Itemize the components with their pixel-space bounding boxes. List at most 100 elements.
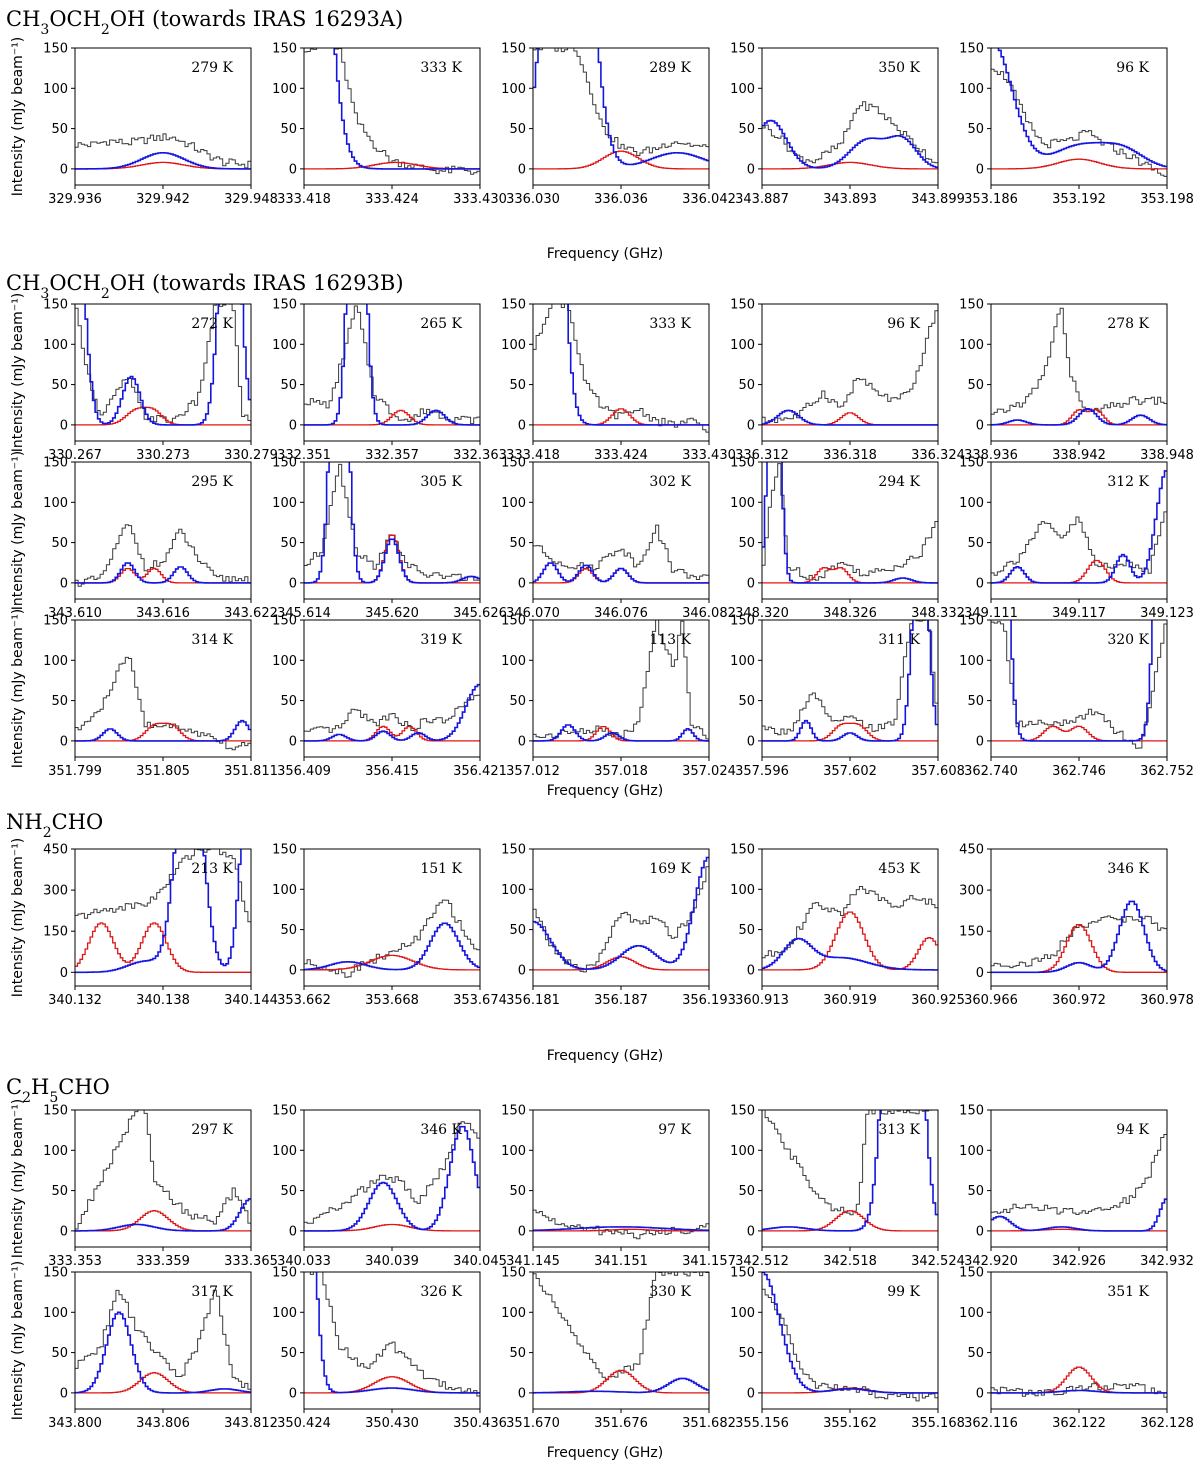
x-tick-label: 350.436 <box>453 1416 507 1431</box>
section-title-3: C2H5CHO <box>6 1075 110 1106</box>
model-red-12 <box>304 534 480 584</box>
y-tick-label: 50 <box>738 536 755 551</box>
y-tick-label: 100 <box>272 654 297 669</box>
temperature-label: 97 K <box>658 1122 691 1138</box>
y-tick-label: 100 <box>43 496 68 511</box>
x-axis-label: Frequency (GHz) <box>547 246 663 262</box>
x-tick-label: 357.012 <box>506 764 560 779</box>
y-tick-label: 150 <box>272 298 297 313</box>
y-axis-label: Intensity (mJy beam⁻¹) <box>10 609 26 769</box>
y-tick-label: 0 <box>289 963 297 978</box>
x-tick-label: 329.948 <box>224 192 278 207</box>
y-tick-label: 0 <box>60 1386 68 1401</box>
y-tick-label: 100 <box>501 883 526 898</box>
model-red-4 <box>762 161 938 170</box>
y-tick-label: 50 <box>51 378 68 393</box>
y-tick-label: 0 <box>60 1224 68 1239</box>
x-axis-label: Frequency (GHz) <box>547 1048 663 1064</box>
observed-spectrum-27 <box>304 1121 480 1224</box>
x-tick-label: 341.157 <box>682 1254 736 1269</box>
y-tick-label: 50 <box>51 1346 68 1361</box>
y-tick-label: 150 <box>501 1104 526 1119</box>
temperature-label: 351 K <box>1107 1284 1149 1300</box>
x-tick-label: 342.920 <box>964 1254 1018 1269</box>
y-tick-label: 0 <box>289 1386 297 1401</box>
x-tick-label: 351.811 <box>224 764 278 779</box>
model-red-28 <box>533 1228 709 1232</box>
temperature-label: 314 K <box>191 632 233 648</box>
x-tick-label: 346.076 <box>594 606 648 621</box>
x-tick-label: 340.039 <box>365 1254 419 1269</box>
x-tick-label: 342.932 <box>1140 1254 1194 1269</box>
x-tick-label: 336.324 <box>911 448 965 463</box>
y-tick-label: 100 <box>272 338 297 353</box>
y-tick-label: 150 <box>272 456 297 471</box>
model-blue-14 <box>762 462 938 584</box>
y-tick-label: 0 <box>976 1386 984 1401</box>
x-tick-label: 362.746 <box>1052 764 1106 779</box>
x-tick-label: 349.123 <box>1140 606 1194 621</box>
spectrum-panel-12: 0 50 100 150 345.614 345.620 345.626 305 K <box>272 456 507 622</box>
y-tick-label: 50 <box>967 1346 984 1361</box>
x-tick-label: 343.616 <box>136 606 190 621</box>
y-tick-label: 0 <box>518 963 526 978</box>
y-tick-label: 100 <box>959 338 984 353</box>
y-tick-label: 50 <box>51 536 68 551</box>
y-tick-label: 50 <box>51 1184 68 1199</box>
x-tick-label: 336.030 <box>506 192 560 207</box>
spectrum-panel-29: 0 50 100 150 342.512 342.518 342.524 313 K <box>730 1104 965 1270</box>
temperature-label: 350 K <box>878 60 920 76</box>
section-title-0: CH3OCH2OH (towards IRAS 16293A) <box>6 7 403 38</box>
model-red-3 <box>533 150 709 170</box>
temperature-label: 279 K <box>191 60 233 76</box>
model-blue-4 <box>762 119 938 169</box>
y-tick-label: 150 <box>501 456 526 471</box>
y-tick-label: 100 <box>501 1306 526 1321</box>
model-red-21 <box>75 922 251 973</box>
section-title-2: NH2CHO <box>6 810 103 841</box>
y-tick-label: 100 <box>730 82 755 97</box>
y-tick-label: 100 <box>501 82 526 97</box>
x-tick-label: 333.430 <box>453 192 507 207</box>
x-tick-label: 362.116 <box>964 1416 1018 1431</box>
x-tick-label: 341.145 <box>506 1254 560 1269</box>
x-tick-label: 348.326 <box>823 606 877 621</box>
y-tick-label: 0 <box>60 966 68 981</box>
y-tick-label: 100 <box>501 496 526 511</box>
x-tick-label: 362.740 <box>964 764 1018 779</box>
model-blue-30 <box>991 1198 1167 1232</box>
spectrum-panel-25: 0 150 300 450 360.966 360.972 360.978 346 K <box>959 843 1194 1009</box>
y-tick-label: 150 <box>501 42 526 57</box>
spectrum-panel-32: 0 50 100 150 350.424 350.430 350.436 326 K <box>272 1266 507 1432</box>
x-tick-label: 355.162 <box>823 1416 877 1431</box>
spectrum-panel-30: 0 50 100 150 342.920 342.926 342.932 94 K <box>959 1104 1194 1270</box>
spectrum-panel-2: 0 50 100 150 333.418 333.424 333.430 333 K <box>272 42 507 208</box>
y-tick-label: 150 <box>959 456 984 471</box>
y-tick-label: 0 <box>289 1224 297 1239</box>
y-tick-label: 50 <box>280 923 297 938</box>
x-tick-label: 342.524 <box>911 1254 965 1269</box>
temperature-label: 346 K <box>420 1122 462 1138</box>
y-axis-label: Intensity (mJy beam⁻¹) <box>10 451 26 611</box>
x-tick-label: 343.899 <box>911 192 965 207</box>
model-red-29 <box>762 1210 938 1232</box>
x-tick-label: 353.662 <box>277 993 331 1008</box>
model-blue-6 <box>84 304 251 426</box>
section-title-1: CH3OCH2OH (towards IRAS 16293B) <box>6 271 404 302</box>
model-blue-12 <box>304 462 480 584</box>
temperature-label: 289 K <box>649 60 691 76</box>
y-tick-label: 100 <box>501 654 526 669</box>
y-tick-label: 0 <box>747 734 755 749</box>
y-tick-label: 50 <box>280 694 297 709</box>
y-tick-label: 150 <box>730 1104 755 1119</box>
y-tick-label: 50 <box>280 1346 297 1361</box>
observed-spectrum-4 <box>762 101 938 164</box>
x-tick-label: 360.919 <box>823 993 877 1008</box>
y-tick-label: 100 <box>272 496 297 511</box>
y-tick-label: 50 <box>967 694 984 709</box>
x-tick-label: 336.312 <box>735 448 789 463</box>
y-tick-label: 0 <box>60 162 68 177</box>
temperature-label: 346 K <box>1107 861 1149 877</box>
y-tick-label: 0 <box>976 418 984 433</box>
model-red-24 <box>762 911 938 971</box>
